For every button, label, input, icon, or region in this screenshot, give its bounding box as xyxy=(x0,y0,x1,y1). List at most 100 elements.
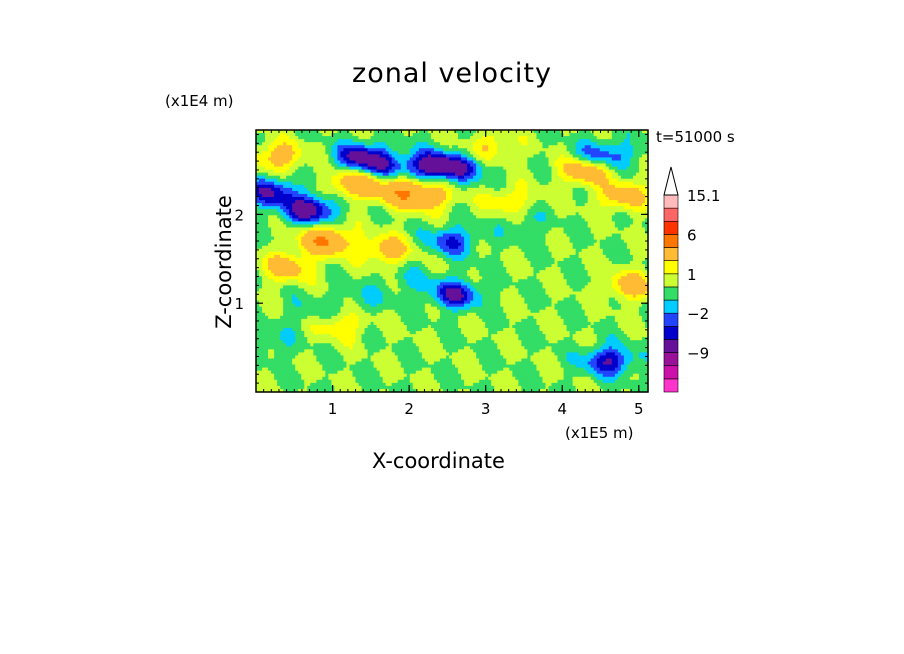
field-cell xyxy=(593,151,598,155)
field-cell xyxy=(596,154,601,159)
field-cell xyxy=(623,181,628,186)
field-cell xyxy=(295,190,299,195)
field-cell xyxy=(542,203,547,207)
field-cell xyxy=(557,166,562,171)
field-cell xyxy=(373,239,378,244)
field-cell xyxy=(427,175,432,180)
field-cell xyxy=(277,224,281,229)
field-cell xyxy=(554,166,559,171)
field-cell xyxy=(361,148,366,152)
field-cell xyxy=(509,145,513,149)
field-cell xyxy=(421,239,426,244)
field-cell xyxy=(331,212,335,216)
field-cell xyxy=(445,242,450,247)
field-cell xyxy=(617,227,622,232)
field-cell xyxy=(557,218,562,222)
field-cell xyxy=(340,160,345,165)
field-cell xyxy=(542,142,547,146)
field-cell xyxy=(599,218,604,222)
field-cell xyxy=(397,203,402,207)
field-cell xyxy=(482,166,486,171)
field-cell xyxy=(310,215,314,219)
field-cell xyxy=(442,175,447,180)
field-cell xyxy=(497,200,501,204)
field-cell xyxy=(295,209,299,213)
field-cell xyxy=(545,200,550,204)
field-cell xyxy=(482,236,486,241)
field-cell xyxy=(445,200,450,204)
field-cell xyxy=(554,236,559,241)
field-cell xyxy=(304,209,308,213)
field-cell xyxy=(442,163,447,168)
field-cell xyxy=(587,136,592,140)
field-cell xyxy=(337,224,342,229)
field-cell xyxy=(476,169,480,174)
field-cell xyxy=(479,218,483,222)
field-cell xyxy=(385,215,390,219)
field-cell xyxy=(482,224,486,229)
field-cell xyxy=(578,157,583,162)
field-cell xyxy=(361,133,366,137)
field-cell xyxy=(274,236,278,241)
field-cell xyxy=(461,218,465,222)
field-cell xyxy=(569,206,574,210)
field-cell xyxy=(421,178,426,183)
field-cell xyxy=(349,163,354,168)
field-cell xyxy=(623,142,628,146)
field-cell xyxy=(430,151,435,155)
field-cell xyxy=(280,142,284,146)
field-cell xyxy=(298,193,302,198)
field-cell xyxy=(473,163,477,168)
field-cell xyxy=(436,190,441,195)
field-cell xyxy=(358,148,363,152)
field-cell xyxy=(406,187,411,192)
field-cell xyxy=(385,203,390,207)
field-cell xyxy=(436,178,441,183)
field-cell xyxy=(632,142,637,146)
field-cell xyxy=(289,193,293,198)
field-cell xyxy=(403,187,408,192)
field-cell xyxy=(458,203,462,207)
field-cell xyxy=(295,178,299,183)
field-cell xyxy=(376,163,381,168)
field-cell xyxy=(551,224,556,229)
field-cell xyxy=(262,181,266,186)
field-cell xyxy=(280,151,284,155)
field-cell xyxy=(608,193,613,198)
field-cell xyxy=(629,139,634,143)
field-cell xyxy=(506,142,510,146)
field-cell xyxy=(352,197,357,201)
field-cell xyxy=(415,142,420,146)
field-cell xyxy=(445,142,450,146)
field-cell xyxy=(638,133,643,137)
field-cell xyxy=(436,136,441,140)
field-cell xyxy=(352,206,357,210)
field-cell xyxy=(485,184,489,189)
field-cell xyxy=(578,148,583,152)
field-cell xyxy=(611,203,616,207)
field-cell xyxy=(470,215,474,219)
field-cell xyxy=(430,172,435,177)
field-cell xyxy=(382,197,387,201)
field-cell xyxy=(358,239,363,244)
field-cell xyxy=(602,221,607,226)
field-cell xyxy=(349,142,354,146)
field-cell xyxy=(394,200,399,204)
field-cell xyxy=(289,145,293,149)
field-cell xyxy=(485,142,489,146)
field-cell xyxy=(298,224,302,229)
field-cell xyxy=(626,236,631,241)
field-cell xyxy=(461,151,465,155)
field-cell xyxy=(644,200,649,204)
field-cell xyxy=(563,230,568,235)
field-cell xyxy=(364,197,369,201)
field-cell xyxy=(644,148,649,152)
field-cell xyxy=(448,154,453,159)
field-cell xyxy=(358,215,363,219)
field-cell xyxy=(620,148,625,152)
field-cell xyxy=(289,142,293,146)
field-cell xyxy=(602,169,607,174)
field-cell xyxy=(617,160,622,165)
field-cell xyxy=(602,184,607,189)
field-cell xyxy=(482,190,486,195)
